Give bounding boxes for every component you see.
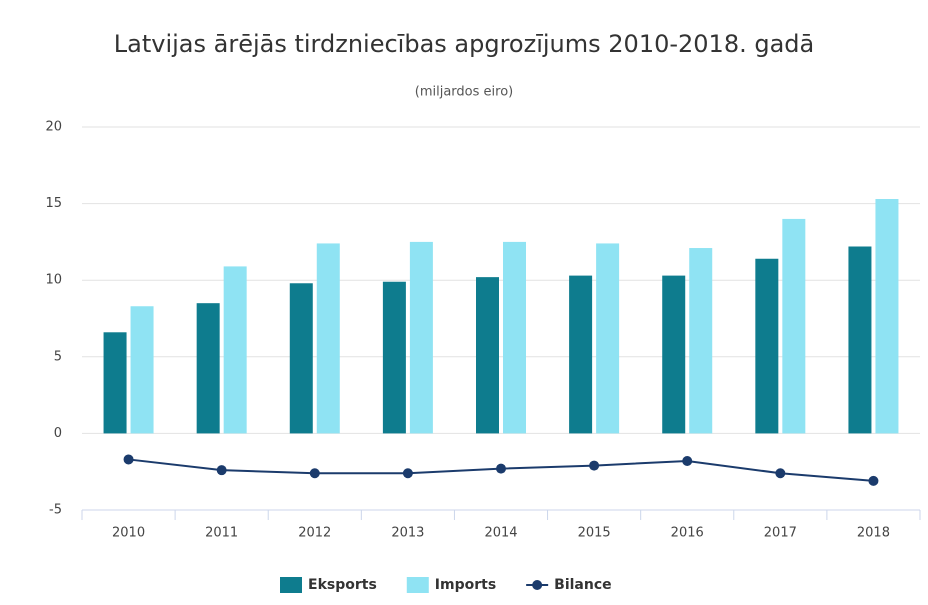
line-point bbox=[868, 475, 879, 486]
bar bbox=[223, 266, 247, 434]
bar bbox=[103, 332, 127, 434]
line-point bbox=[682, 455, 693, 466]
line-point bbox=[589, 460, 600, 471]
bar bbox=[476, 277, 499, 434]
legend-symbol bbox=[532, 580, 543, 590]
chart-subtitle: (miljardos eiro) bbox=[415, 85, 513, 100]
bar bbox=[382, 281, 406, 434]
bar bbox=[848, 246, 872, 434]
line-point bbox=[216, 465, 227, 476]
bar bbox=[755, 258, 779, 434]
bar bbox=[596, 243, 620, 434]
bar bbox=[130, 306, 154, 434]
x-tick-label: 2014 bbox=[484, 526, 517, 541]
legend-symbol bbox=[406, 577, 429, 593]
x-tick-label: 2012 bbox=[298, 526, 331, 541]
y-tick-label: 15 bbox=[45, 196, 62, 211]
bar bbox=[875, 199, 899, 434]
line-point bbox=[496, 463, 506, 474]
bar bbox=[689, 248, 713, 434]
line-point bbox=[775, 468, 786, 479]
bar bbox=[409, 241, 433, 434]
line-point bbox=[402, 468, 413, 479]
x-tick-label: 2015 bbox=[578, 526, 611, 541]
bar bbox=[662, 275, 686, 434]
legend-label: Bilance bbox=[554, 577, 611, 593]
y-tick-label: -5 bbox=[49, 503, 62, 518]
y-tick-label: 20 bbox=[45, 120, 62, 135]
legend-label: Eksports bbox=[308, 577, 377, 593]
y-tick-label: 10 bbox=[45, 273, 62, 288]
y-tick-label: 5 bbox=[54, 349, 62, 364]
x-tick-label: 2018 bbox=[857, 526, 890, 541]
line-point bbox=[309, 468, 320, 479]
chart-title: Latvijas ārējās tirdzniecības apgrozījum… bbox=[114, 30, 814, 58]
bar bbox=[316, 243, 340, 434]
x-tick-label: 2017 bbox=[764, 526, 797, 541]
line-point bbox=[123, 454, 134, 465]
bar bbox=[196, 303, 220, 434]
y-tick-label: 0 bbox=[54, 426, 62, 441]
x-tick-label: 2011 bbox=[205, 526, 238, 541]
legend-label: Imports bbox=[435, 577, 496, 593]
bar bbox=[569, 275, 593, 434]
bar bbox=[503, 241, 526, 434]
x-tick-label: 2013 bbox=[391, 526, 424, 541]
legend-symbol bbox=[280, 577, 302, 593]
x-tick-label: 2016 bbox=[671, 526, 704, 541]
x-tick-label: 2010 bbox=[112, 526, 145, 541]
bar bbox=[289, 283, 313, 434]
bar bbox=[782, 218, 806, 434]
